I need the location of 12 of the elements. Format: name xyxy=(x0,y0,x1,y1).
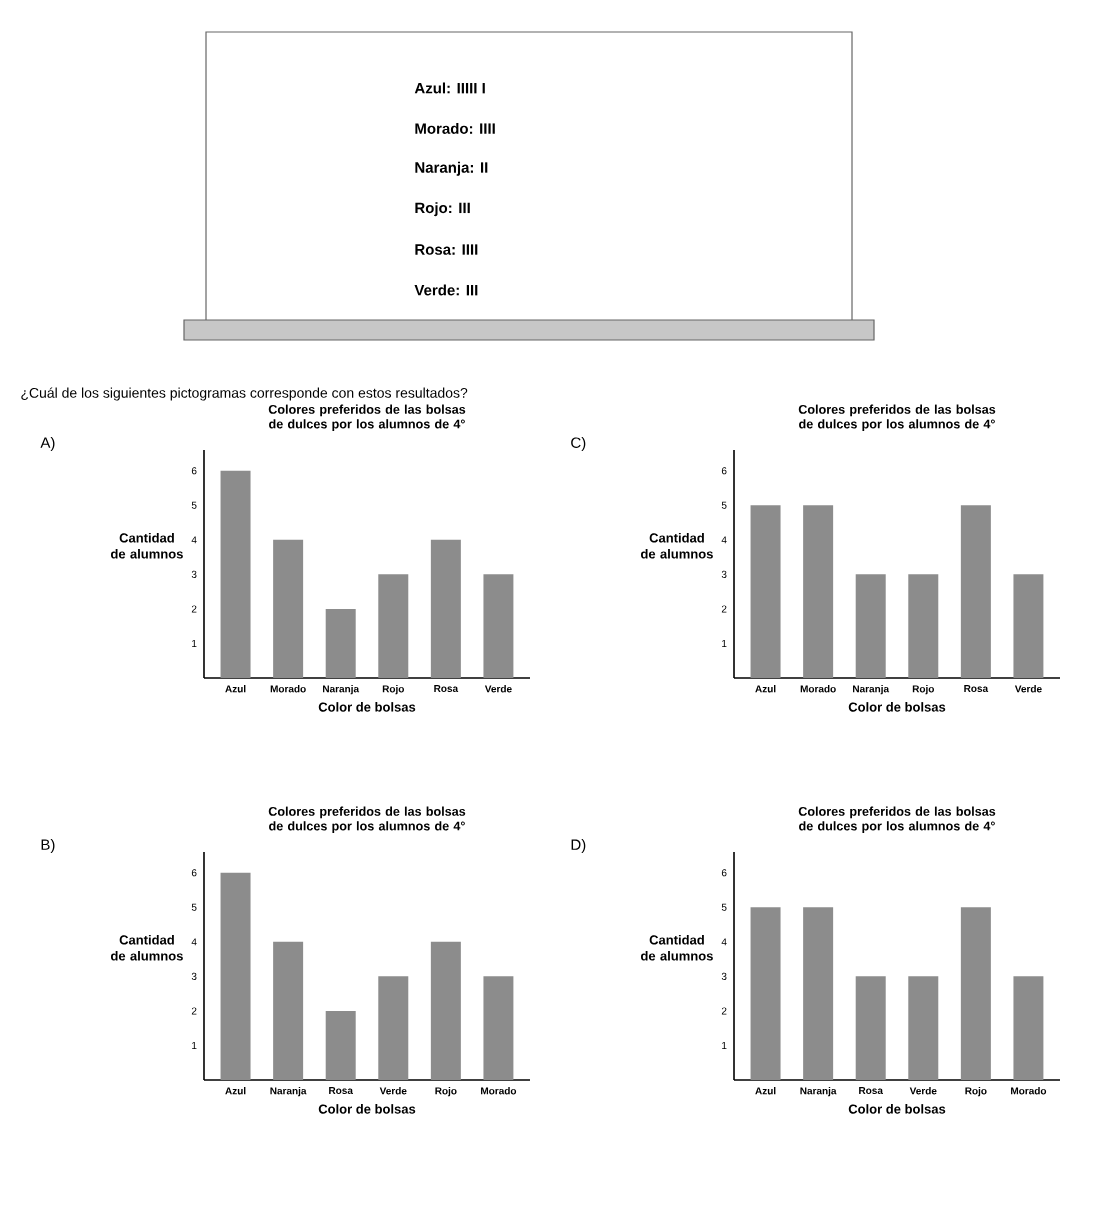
bar xyxy=(273,539,304,678)
bar xyxy=(220,470,251,678)
bar xyxy=(378,976,409,1080)
bar xyxy=(325,1010,356,1080)
bar xyxy=(483,574,514,678)
bar xyxy=(325,608,356,678)
bar xyxy=(378,574,409,678)
bar xyxy=(220,872,251,1080)
bar xyxy=(430,941,461,1080)
bar xyxy=(483,976,514,1080)
bar xyxy=(273,941,304,1080)
bar xyxy=(430,539,461,678)
